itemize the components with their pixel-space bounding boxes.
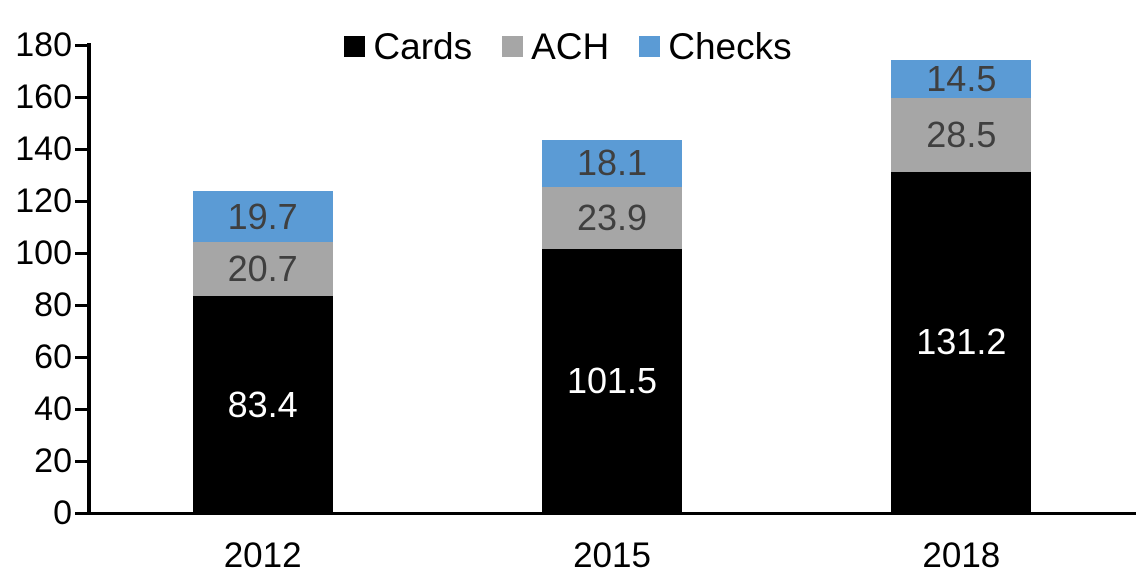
y-axis-tick-label: 20 — [34, 442, 72, 480]
y-axis-tick — [75, 95, 87, 99]
legend-label-ach: ACH — [531, 26, 610, 67]
bar-segment-value-label: 18.1 — [576, 142, 648, 184]
legend-item-ach: ACH — [502, 28, 609, 65]
y-axis-tick — [75, 43, 87, 47]
bar-segment-value-label: 131.2 — [916, 321, 1007, 363]
y-axis-tick-label: 120 — [15, 182, 72, 220]
y-axis-tick-label: 140 — [15, 130, 72, 168]
bar-segment-value-label: 20.7 — [227, 248, 298, 290]
y-axis-tick — [75, 459, 87, 463]
y-axis-tick-label: 80 — [34, 286, 72, 324]
legend-item-cards: Cards — [344, 28, 472, 65]
y-axis-tick — [75, 511, 87, 515]
bar-segment-value-label: 83.4 — [227, 383, 298, 425]
bar-segment-ach-2015: 23.9 — [542, 186, 682, 250]
y-axis-tick — [75, 407, 87, 411]
bar-segment-cards-2012: 83.4 — [192, 296, 333, 513]
y-axis-tick-label: 180 — [15, 26, 72, 64]
bar-segment-value-label: 28.5 — [926, 113, 997, 155]
y-axis-tick-label: 60 — [34, 338, 72, 376]
legend-swatch-ach — [502, 36, 524, 57]
legend-swatch-checks — [639, 36, 661, 57]
bar-segment-checks-2018: 14.5 — [891, 57, 1032, 99]
bar-segment-cards-2018: 131.2 — [891, 171, 1032, 513]
y-axis-tick — [75, 303, 87, 307]
legend-label-checks: Checks — [668, 26, 792, 67]
y-axis-tick-label: 0 — [53, 494, 72, 532]
legend-swatch-cards — [344, 36, 366, 57]
y-axis-tick — [75, 147, 87, 151]
bar-segment-cards-2015: 101.5 — [542, 249, 682, 513]
x-axis-label-2012: 2012 — [223, 536, 302, 575]
legend-label-cards: Cards — [373, 26, 473, 67]
chart-legend: Cards ACH Checks — [0, 28, 1136, 65]
x-axis-line — [85, 512, 1136, 515]
y-axis-tick — [75, 199, 87, 203]
bar-segment-value-label: 19.7 — [227, 195, 298, 237]
y-axis-tick-label: 160 — [15, 78, 72, 116]
bar-segment-value-label: 23.9 — [576, 197, 648, 239]
bar-segment-checks-2012: 19.7 — [192, 191, 333, 243]
y-axis-tick-label: 40 — [34, 390, 72, 428]
y-axis-line — [87, 43, 91, 515]
bar-segment-ach-2012: 20.7 — [192, 242, 333, 297]
legend-item-checks: Checks — [639, 26, 792, 67]
bar-segment-value-label: 14.5 — [926, 57, 997, 99]
y-axis-tick-label: 100 — [15, 234, 72, 272]
x-axis-label-2015: 2015 — [573, 536, 651, 575]
bar-segment-checks-2015: 18.1 — [542, 139, 682, 187]
y-axis-tick — [75, 251, 87, 255]
x-axis-label-2018: 2018 — [922, 536, 1001, 575]
bar-segment-value-label: 101.5 — [566, 360, 658, 402]
bar-segment-ach-2018: 28.5 — [891, 97, 1032, 172]
y-axis-tick — [75, 355, 87, 359]
